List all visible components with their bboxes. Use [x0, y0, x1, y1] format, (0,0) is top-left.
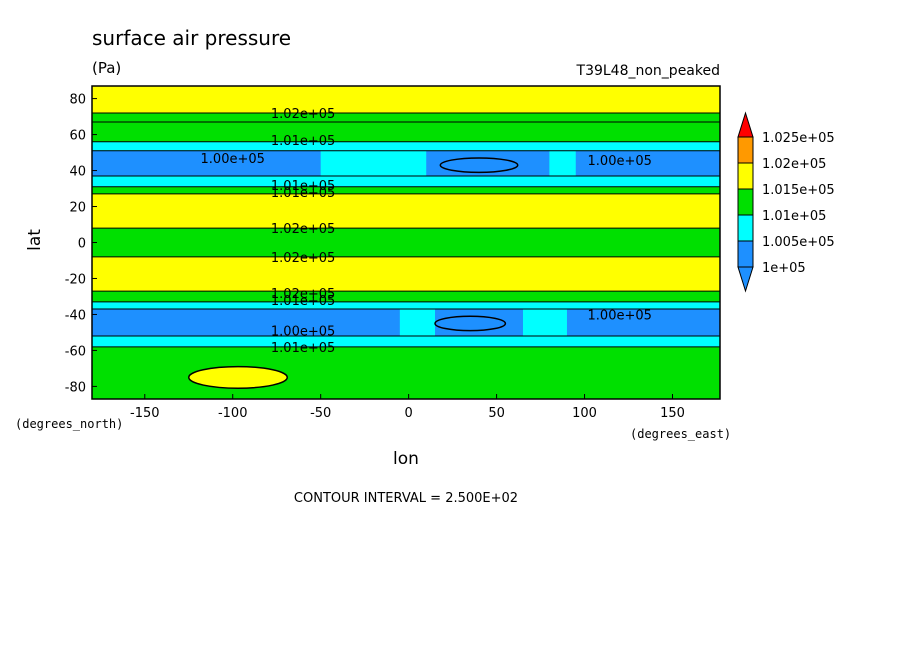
contour-band [92, 291, 720, 302]
y-tick-label: 40 [69, 165, 86, 180]
y-tick-label: -20 [65, 272, 86, 287]
x-tick-label: 100 [572, 406, 597, 421]
contour-band [92, 228, 720, 257]
x-tick-label: -150 [130, 406, 160, 421]
legend-swatch [737, 188, 754, 216]
chart-title: surface air pressure [92, 26, 291, 50]
contour-band [92, 86, 720, 113]
contour-label: 1.01e+05 [271, 294, 335, 309]
x-tick-label: -50 [310, 406, 331, 421]
y-axis-label: lat [25, 229, 45, 251]
contour-region [188, 365, 289, 389]
x-tick-label: 150 [660, 406, 685, 421]
contour-band [92, 301, 720, 310]
contour-label: 1.02e+05 [271, 287, 335, 302]
contour-label: 1.01e+05 [271, 186, 335, 201]
contour-region [399, 309, 436, 337]
contour-band [92, 193, 720, 229]
contour-region [522, 309, 567, 337]
contour-label: 1.01e+05 [271, 179, 335, 194]
contour-band [92, 346, 720, 399]
contour-label: 1.02e+05 [271, 251, 335, 266]
contour-region [549, 150, 576, 176]
y-axis: -80 -60 -40 -20 0 20 40 60 80 [65, 93, 97, 395]
contour-region [320, 150, 427, 176]
legend-swatch [737, 214, 754, 242]
legend: 1.025e+05 1.02e+05 1.015e+05 1.01e+05 1.005e… [737, 111, 835, 293]
y-tick-label: -60 [65, 344, 86, 359]
units-label: (Pa) [92, 59, 121, 77]
legend-label: 1.015e+05 [762, 183, 835, 198]
contour-label: 1.02e+05 [271, 107, 335, 122]
contour-band [92, 186, 720, 194]
contour-region [439, 157, 519, 174]
x-axis-label: lon [393, 449, 419, 469]
legend-swatch [737, 136, 754, 164]
x-tick-label: 50 [488, 406, 505, 421]
contour-label: 1.02e+05 [271, 222, 335, 237]
x-tick-label: -100 [218, 406, 248, 421]
contour-label: 1.00e+05 [271, 325, 335, 340]
contour-band [92, 141, 720, 151]
x-tick-label: 0 [404, 406, 412, 421]
legend-label: 1e+05 [762, 261, 806, 276]
y-tick-label: 80 [69, 93, 86, 108]
x-axis: -150 -100 -50 0 50 100 150 [130, 394, 685, 421]
y-tick-label: 60 [69, 129, 86, 144]
contour-label: 1.00e+05 [201, 152, 265, 167]
y-tick-label: -40 [65, 308, 86, 323]
contour-interval-label: CONTOUR INTERVAL = 2.500E+02 [294, 491, 518, 506]
legend-label: 1.01e+05 [762, 209, 826, 224]
contour-band [92, 121, 720, 142]
run-label: T39L48_non_peaked [576, 63, 720, 79]
contour-label: 1.01e+05 [271, 341, 335, 356]
contour-band [92, 112, 720, 122]
plot-area: 1.02e+051.01e+051.00e+05 1.00e+051.01e+05… [91, 85, 721, 400]
y-tick-label: -80 [65, 380, 86, 395]
legend-label: 1.025e+05 [762, 131, 835, 146]
contour-region [434, 315, 507, 332]
y-units-label: (degrees_north) [15, 417, 123, 431]
contour-band [92, 336, 720, 347]
contour-band [92, 175, 720, 187]
legend-swatch [737, 240, 754, 268]
legend-swatch [737, 266, 754, 293]
y-tick-label: 20 [69, 201, 86, 216]
contour-band [92, 256, 720, 292]
legend-label: 1.005e+05 [762, 235, 835, 250]
contour-label: 1.00e+05 [588, 154, 652, 169]
x-units-label: (degrees_east) [630, 427, 731, 441]
legend-swatch [737, 111, 754, 138]
legend-label: 1.02e+05 [762, 157, 826, 172]
contour-label: 1.00e+05 [588, 308, 652, 323]
legend-swatch [737, 162, 754, 190]
y-tick-label: 0 [78, 237, 86, 252]
contour-label: 1.01e+05 [271, 134, 335, 149]
